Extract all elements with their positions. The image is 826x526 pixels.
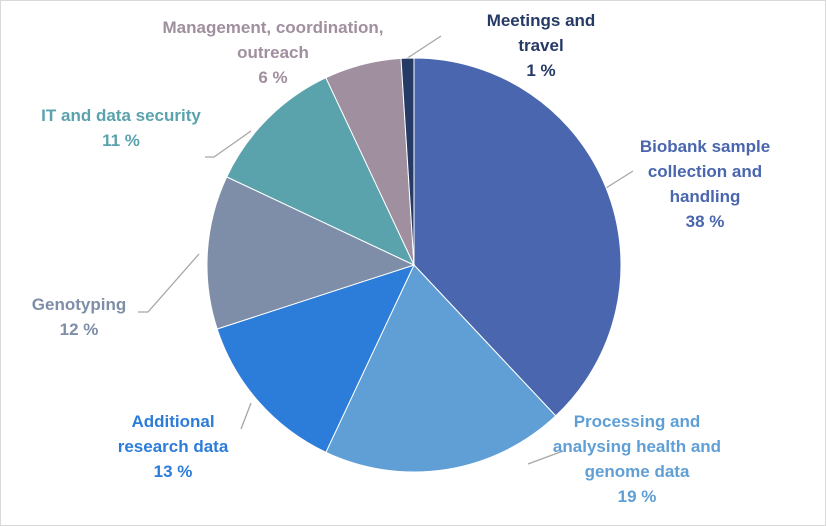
pie-slice	[206, 176, 416, 330]
slice-label: Processing and analysing health and geno…	[553, 409, 721, 509]
value-label: 11 %	[102, 131, 140, 150]
slice-label: Genotyping 12 %	[32, 292, 126, 342]
value-label: 13 %	[153, 462, 193, 481]
slice-label: Additional research data 13 %	[118, 409, 229, 484]
leader-line	[138, 253, 200, 313]
slice-label: IT and data security 11 %	[41, 103, 201, 153]
leader-line	[240, 402, 252, 430]
pie-slice	[400, 57, 415, 266]
leader-line	[405, 35, 442, 60]
value-label: 1 %	[526, 61, 556, 80]
pie-slice	[325, 264, 557, 473]
pie-slice	[226, 77, 416, 267]
category-label: Meetings and travel	[486, 11, 596, 55]
category-label: Additional research data	[117, 412, 229, 456]
value-label: 38 %	[685, 212, 725, 231]
category-label: Management, coordination, outreach	[162, 18, 384, 62]
slice-label: Management, coordination, outreach 6 %	[162, 15, 383, 90]
category-label: Genotyping	[31, 295, 127, 314]
slice-label: Biobank sample collection and handling 38…	[640, 134, 770, 234]
value-label: 12 %	[59, 320, 99, 339]
category-label: Biobank sample collection and handling	[639, 137, 771, 206]
category-label: IT and data security	[41, 106, 201, 125]
leader-lines	[138, 35, 634, 465]
pie-slice	[413, 57, 622, 417]
pie-slice	[216, 264, 415, 453]
category-label: Processing and analysing health and geno…	[552, 412, 722, 481]
slice-label: Meetings and travel 1 %	[487, 8, 596, 83]
leader-line	[527, 450, 564, 465]
value-label: 19 %	[617, 487, 657, 506]
value-label: 6 %	[258, 68, 288, 87]
leader-line	[605, 170, 634, 189]
leader-line	[205, 130, 252, 158]
